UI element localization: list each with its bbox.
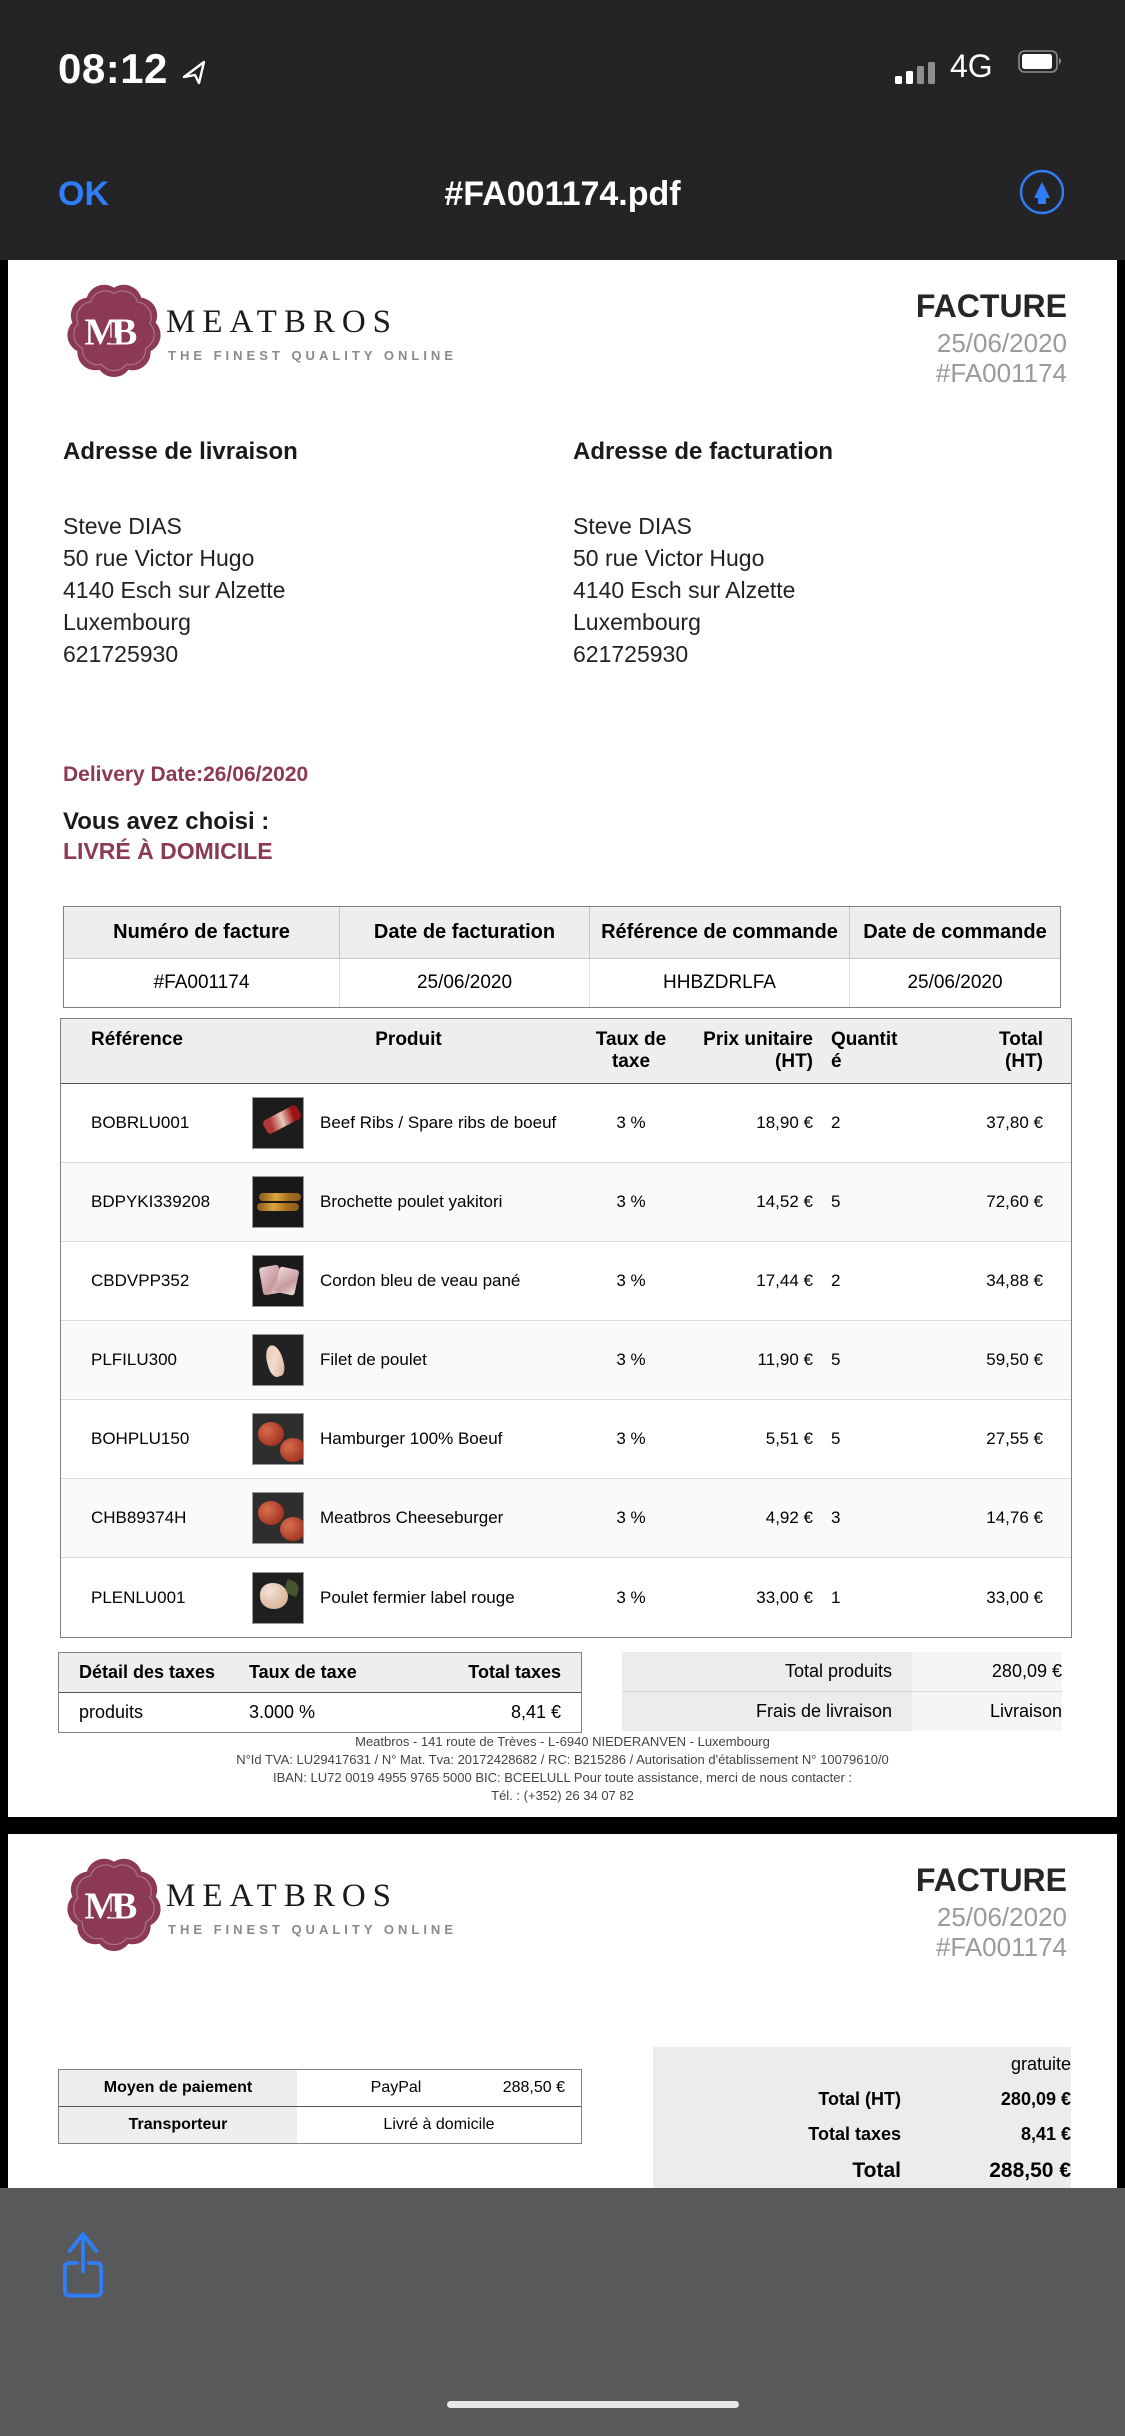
svg-text:B: B [112,311,138,353]
svg-text:B: B [112,1885,138,1927]
